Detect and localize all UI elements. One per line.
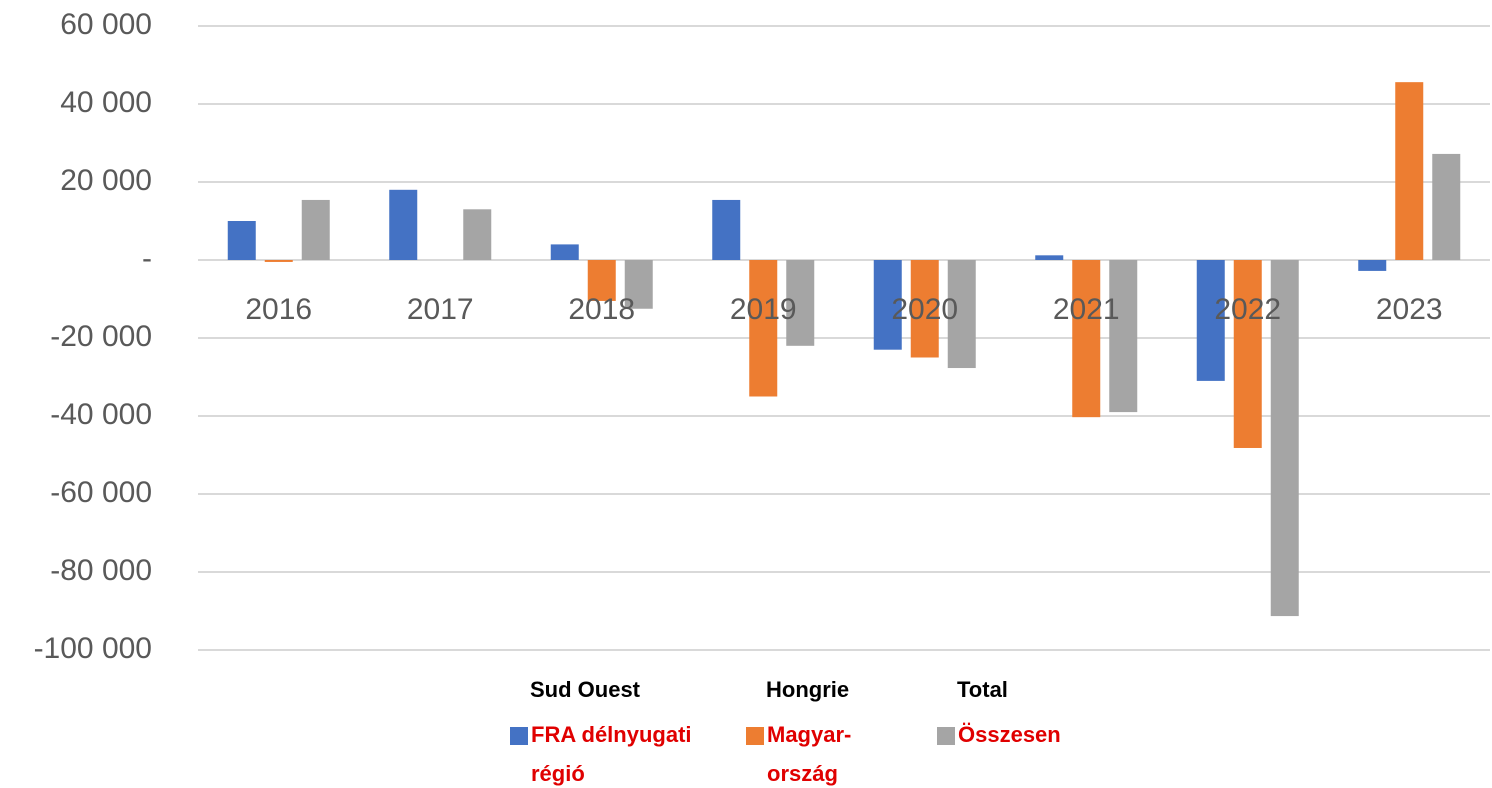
bar (1196, 260, 1225, 381)
bar (1358, 260, 1387, 271)
bar (1395, 82, 1424, 260)
bar (301, 199, 330, 260)
y-tick-label: 20 000 (60, 164, 152, 197)
y-tick-label: -100 000 (34, 632, 152, 665)
legend-heading: Total (957, 677, 1008, 702)
y-tick-label: 60 000 (60, 8, 152, 41)
legend-label: régió (531, 761, 585, 786)
bar (712, 199, 741, 260)
legend-label: Összesen (958, 722, 1061, 747)
x-tick-label: 2020 (891, 293, 958, 326)
bar (227, 221, 256, 260)
bar (264, 260, 293, 262)
bar (389, 189, 418, 260)
bar (910, 260, 939, 358)
bar (624, 260, 653, 309)
y-tick-label: 40 000 (60, 86, 152, 119)
bar (1109, 260, 1138, 413)
y-tick-label: -20 000 (50, 320, 152, 353)
bar (550, 244, 579, 260)
legend-swatch (937, 727, 955, 745)
y-tick-label: -60 000 (50, 476, 152, 509)
legend-heading: Sud Ouest (530, 677, 641, 702)
legend-heading: Hongrie (766, 677, 849, 702)
y-tick-label: -40 000 (50, 398, 152, 431)
x-tick-label: 2022 (1214, 293, 1281, 326)
y-tick-label: - (142, 242, 152, 275)
legend-swatch (746, 727, 764, 745)
x-tick-label: 2019 (730, 293, 797, 326)
legend-label: ország (767, 761, 838, 786)
x-tick-label: 2016 (245, 293, 312, 326)
bar (1270, 260, 1299, 617)
legend-swatch (510, 727, 528, 745)
bar (463, 209, 492, 260)
bar (947, 260, 976, 369)
bar (786, 260, 815, 346)
x-tick-label: 2023 (1376, 293, 1443, 326)
bar (873, 260, 902, 350)
bar (587, 260, 616, 301)
bar (1035, 255, 1064, 260)
x-tick-label: 2017 (407, 293, 474, 326)
bar (749, 260, 778, 397)
bar (1072, 260, 1101, 418)
bar (1432, 153, 1461, 260)
y-tick-label: -80 000 (50, 554, 152, 587)
legend-label: Magyar- (767, 722, 851, 747)
bar (1233, 260, 1262, 448)
legend-label: FRA délnyugati (531, 722, 692, 747)
x-tick-label: 2021 (1053, 293, 1120, 326)
x-tick-label: 2018 (568, 293, 635, 326)
